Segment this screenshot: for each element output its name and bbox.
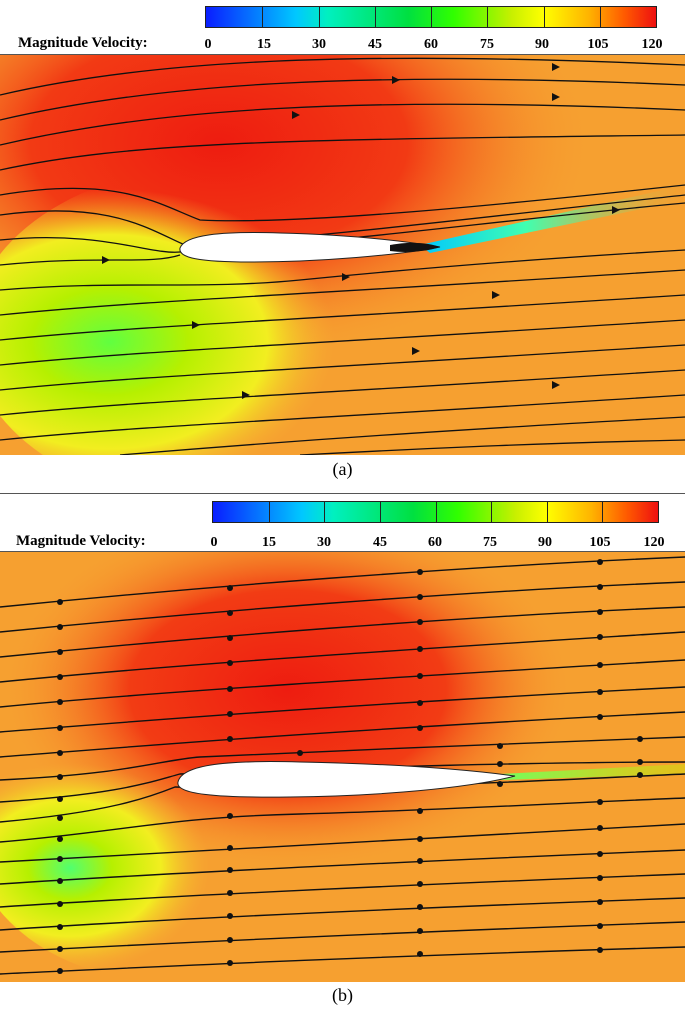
airfoil-b (177, 761, 516, 798)
colorbar-divider (599, 7, 601, 27)
tick-label: 15 (257, 37, 271, 52)
tick-label: 30 (312, 37, 326, 52)
tick-label: 90 (538, 535, 552, 550)
panel-a: Magnitude Velocity: 0 15 30 45 60 75 90 … (0, 0, 685, 490)
tick-label: 90 (535, 37, 549, 52)
frame-top-a (0, 54, 685, 55)
tick-label: 60 (428, 535, 442, 550)
tick-label: 105 (589, 535, 611, 550)
flow-arrows-a (102, 63, 620, 399)
colorbar-divider (546, 502, 548, 522)
tick-label: 45 (368, 37, 382, 52)
colorbar-divider (374, 7, 376, 27)
streamlines-a (0, 57, 685, 455)
colorbar-divider (602, 502, 604, 522)
colorbar-title-b: Magnitude Velocity: (16, 533, 146, 549)
colorbar-a (205, 6, 657, 28)
panel-b: Magnitude Velocity: 0 15 30 45 60 75 90 … (0, 493, 685, 1015)
velocity-field-a (0, 55, 685, 455)
flow-markers-b (57, 559, 643, 974)
tick-label: 120 (641, 37, 663, 52)
tick-label: 15 (262, 535, 276, 550)
colorbar-divider (324, 502, 326, 522)
tick-label: 75 (483, 535, 497, 550)
separation-zone-a (390, 242, 440, 252)
velocity-field-b (0, 552, 685, 982)
colorbar-divider (487, 7, 489, 27)
frame-top-b (0, 493, 685, 494)
colorbar-b (212, 501, 659, 523)
tick-label: 60 (424, 37, 438, 52)
tick-label: 105 (587, 37, 609, 52)
frame-mid-b (0, 551, 685, 552)
colorbar-title-a: Magnitude Velocity: (18, 35, 148, 51)
caption-a: (a) (332, 459, 353, 479)
colorbar-divider (268, 502, 270, 522)
colorbar-divider (543, 7, 545, 27)
colorbar-divider (262, 7, 264, 27)
colorbar-divider (318, 7, 320, 27)
colorbar-divider (435, 502, 437, 522)
tick-label: 120 (643, 535, 665, 550)
colorbar-divider (491, 502, 493, 522)
caption-b: (b) (332, 985, 353, 1005)
tick-label: 0 (210, 535, 218, 550)
tick-label: 0 (204, 37, 212, 52)
tick-label: 45 (373, 535, 387, 550)
tick-label: 30 (317, 535, 331, 550)
streamlines-b (0, 556, 685, 975)
colorbar-divider (379, 502, 381, 522)
colorbar-divider (431, 7, 432, 27)
tick-label: 75 (480, 37, 494, 52)
